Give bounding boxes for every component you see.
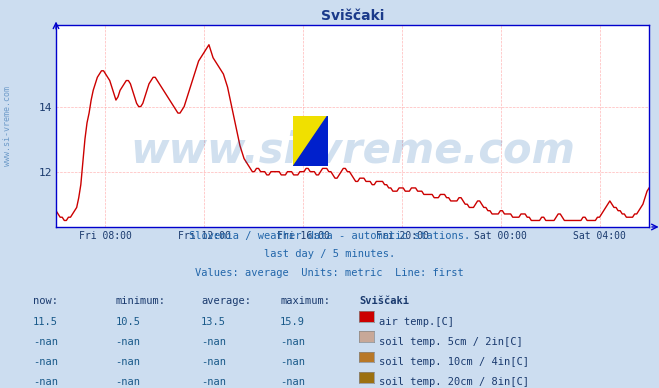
Text: air temp.[C]: air temp.[C] [379, 317, 454, 327]
Text: www.si-vreme.com: www.si-vreme.com [3, 86, 13, 166]
Text: 10.5: 10.5 [115, 317, 140, 327]
Text: Values: average  Units: metric  Line: first: Values: average Units: metric Line: firs… [195, 268, 464, 278]
Text: -nan: -nan [33, 377, 58, 387]
Text: average:: average: [201, 296, 251, 307]
Text: soil temp. 10cm / 4in[C]: soil temp. 10cm / 4in[C] [379, 357, 529, 367]
Text: www.si-vreme.com: www.si-vreme.com [130, 129, 575, 171]
Text: soil temp. 5cm / 2in[C]: soil temp. 5cm / 2in[C] [379, 337, 523, 347]
Polygon shape [293, 116, 328, 166]
Text: -nan: -nan [280, 357, 305, 367]
Text: -nan: -nan [280, 337, 305, 347]
Text: -nan: -nan [201, 377, 226, 387]
Text: 11.5: 11.5 [33, 317, 58, 327]
Polygon shape [293, 116, 328, 166]
Text: -nan: -nan [115, 337, 140, 347]
Text: -nan: -nan [115, 357, 140, 367]
Text: -nan: -nan [201, 337, 226, 347]
Text: -nan: -nan [280, 377, 305, 387]
Text: last day / 5 minutes.: last day / 5 minutes. [264, 249, 395, 260]
Text: now:: now: [33, 296, 58, 307]
Text: Slovenia / weather data - automatic stations.: Slovenia / weather data - automatic stat… [189, 231, 470, 241]
Text: 13.5: 13.5 [201, 317, 226, 327]
Title: Sviščaki: Sviščaki [321, 9, 384, 23]
Text: minimum:: minimum: [115, 296, 165, 307]
Polygon shape [293, 116, 328, 166]
Text: -nan: -nan [201, 357, 226, 367]
Text: -nan: -nan [33, 337, 58, 347]
Text: soil temp. 20cm / 8in[C]: soil temp. 20cm / 8in[C] [379, 377, 529, 387]
Text: -nan: -nan [115, 377, 140, 387]
Text: Sviščaki: Sviščaki [359, 296, 409, 307]
Text: -nan: -nan [33, 357, 58, 367]
Text: maximum:: maximum: [280, 296, 330, 307]
Text: 15.9: 15.9 [280, 317, 305, 327]
